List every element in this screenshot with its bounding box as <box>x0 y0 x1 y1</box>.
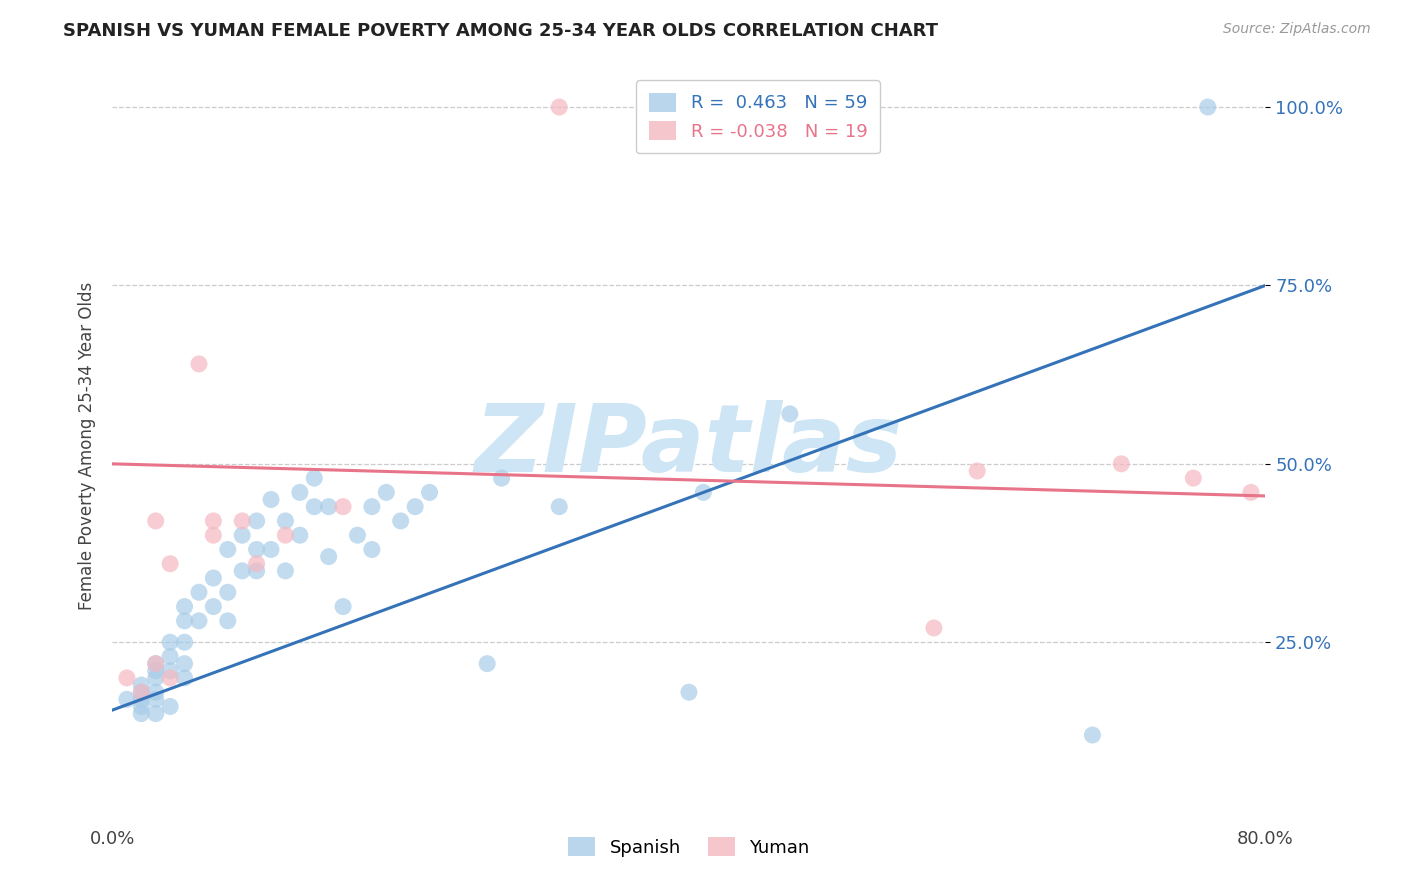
Point <box>145 514 167 528</box>
Point <box>159 664 181 678</box>
Text: ZIPatlas: ZIPatlas <box>475 400 903 492</box>
Point <box>1182 471 1205 485</box>
Point <box>145 685 167 699</box>
Point <box>217 614 239 628</box>
Point <box>1111 457 1133 471</box>
Point <box>217 585 239 599</box>
Point <box>202 528 225 542</box>
Point <box>246 557 269 571</box>
Point <box>1081 728 1104 742</box>
Point <box>159 557 181 571</box>
Point <box>188 614 211 628</box>
Point <box>145 692 167 706</box>
Point <box>288 528 311 542</box>
Point <box>173 599 195 614</box>
Point <box>288 485 311 500</box>
Point <box>318 500 340 514</box>
Point <box>304 471 326 485</box>
Point <box>246 542 269 557</box>
Point <box>129 692 153 706</box>
Point <box>922 621 945 635</box>
Point <box>389 514 412 528</box>
Point <box>375 485 398 500</box>
Point <box>274 564 297 578</box>
Point <box>129 678 153 692</box>
Point <box>231 528 253 542</box>
Point <box>475 657 499 671</box>
Point <box>129 685 153 699</box>
Point <box>318 549 340 564</box>
Point <box>188 357 211 371</box>
Point <box>260 492 283 507</box>
Point <box>274 514 297 528</box>
Point <box>246 564 269 578</box>
Text: Source: ZipAtlas.com: Source: ZipAtlas.com <box>1223 22 1371 37</box>
Point <box>173 635 195 649</box>
Point <box>231 564 253 578</box>
Point <box>360 500 382 514</box>
Point <box>145 657 167 671</box>
Point <box>966 464 988 478</box>
Point <box>145 706 167 721</box>
Point <box>360 542 382 557</box>
Point <box>1240 485 1263 500</box>
Point <box>332 599 354 614</box>
Point <box>159 635 181 649</box>
Point <box>145 671 167 685</box>
Point <box>159 699 181 714</box>
Point <box>202 599 225 614</box>
Point <box>692 485 714 500</box>
Point <box>145 664 167 678</box>
Point <box>419 485 441 500</box>
Point <box>129 685 153 699</box>
Point <box>202 514 225 528</box>
Point <box>159 649 181 664</box>
Point <box>274 528 297 542</box>
Y-axis label: Female Poverty Among 25-34 Year Olds: Female Poverty Among 25-34 Year Olds <box>77 282 96 610</box>
Point <box>779 407 801 421</box>
Point <box>548 500 571 514</box>
Point <box>159 671 181 685</box>
Point <box>260 542 283 557</box>
Point <box>217 542 239 557</box>
Point <box>1197 100 1219 114</box>
Point <box>231 514 253 528</box>
Point <box>491 471 513 485</box>
Point <box>115 671 138 685</box>
Point <box>246 514 269 528</box>
Point <box>173 657 195 671</box>
Point <box>548 100 571 114</box>
Text: SPANISH VS YUMAN FEMALE POVERTY AMONG 25-34 YEAR OLDS CORRELATION CHART: SPANISH VS YUMAN FEMALE POVERTY AMONG 25… <box>63 22 938 40</box>
Point <box>129 706 153 721</box>
Point <box>346 528 368 542</box>
Point <box>129 699 153 714</box>
Point <box>173 671 195 685</box>
Point <box>188 585 211 599</box>
Point <box>145 657 167 671</box>
Legend: Spanish, Yuman: Spanish, Yuman <box>561 830 817 864</box>
Point <box>332 500 354 514</box>
Point <box>115 692 138 706</box>
Point <box>404 500 426 514</box>
Point <box>304 500 326 514</box>
Point <box>678 685 700 699</box>
Point <box>173 614 195 628</box>
Point <box>202 571 225 585</box>
